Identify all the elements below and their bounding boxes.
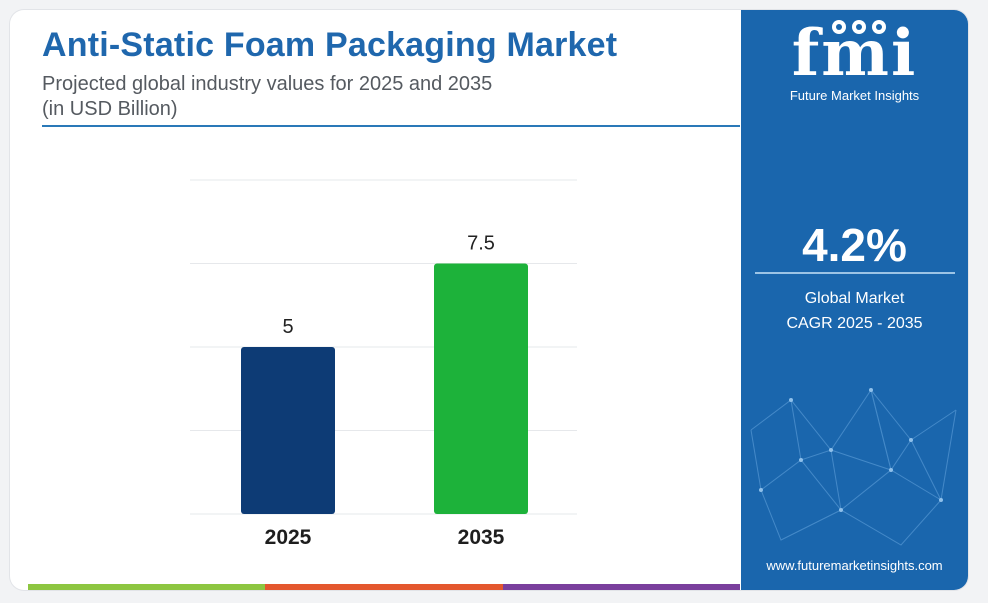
bottom-color-strip <box>28 584 740 590</box>
bar-chart: 5 2025 7.5 2035 <box>190 179 577 549</box>
subtitle-line-1: Projected global industry values for 202… <box>42 73 493 95</box>
strip-segment-purple <box>502 584 740 590</box>
chart-title: Anti-Static Foam Packaging Market <box>42 26 618 64</box>
cagr-value: 4.2% <box>802 219 907 271</box>
cagr-label-line-1: Global Market <box>804 290 905 307</box>
chart-subtitle: Projected global industry values for 202… <box>42 72 492 122</box>
globe-icons <box>832 20 886 34</box>
strip-segment-orange <box>265 584 503 590</box>
logo-subtitle: Future Market Insights <box>789 88 920 103</box>
cagr-label-line-2: CAGR 2025 - 2035 <box>786 315 923 332</box>
x-tick-label-2035: 2035 <box>458 526 505 549</box>
cagr-label: Global Market CAGR 2025 - 2035 <box>741 286 968 336</box>
website-url[interactable]: www.futuremarketinsights.com <box>766 558 943 573</box>
bar-2035 <box>434 263 528 514</box>
bar-2025 <box>241 347 335 514</box>
data-label-2035: 7.5 <box>467 233 495 255</box>
cagr-divider <box>755 272 955 274</box>
network-graphic <box>750 388 957 546</box>
strip-segment-green <box>28 584 266 590</box>
infographic-card: Anti-Static Foam Packaging Market Projec… <box>10 10 968 590</box>
x-tick-label-2025: 2025 <box>265 526 312 549</box>
sidebar-panel: fmi Future Market Insights 4.2% Global M… <box>741 10 968 590</box>
data-label-2025: 5 <box>282 316 293 338</box>
header-divider <box>42 125 740 127</box>
subtitle-line-2: (in USD Billion) <box>42 98 178 120</box>
